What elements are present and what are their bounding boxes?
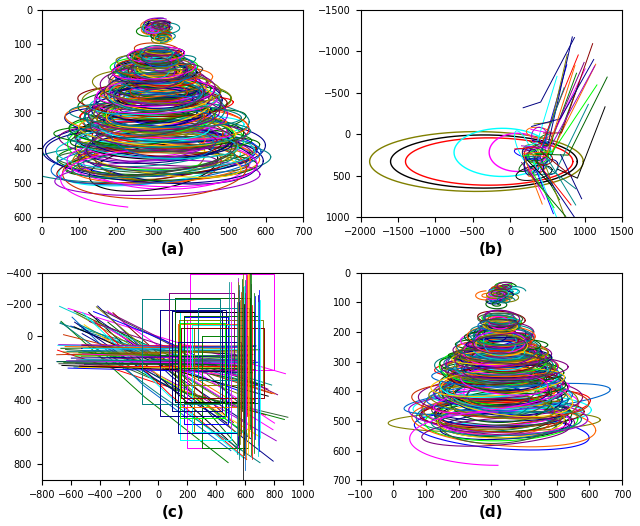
X-axis label: (a): (a)	[161, 242, 185, 257]
X-axis label: (c): (c)	[161, 505, 184, 520]
X-axis label: (d): (d)	[479, 505, 504, 520]
X-axis label: (b): (b)	[479, 242, 504, 257]
